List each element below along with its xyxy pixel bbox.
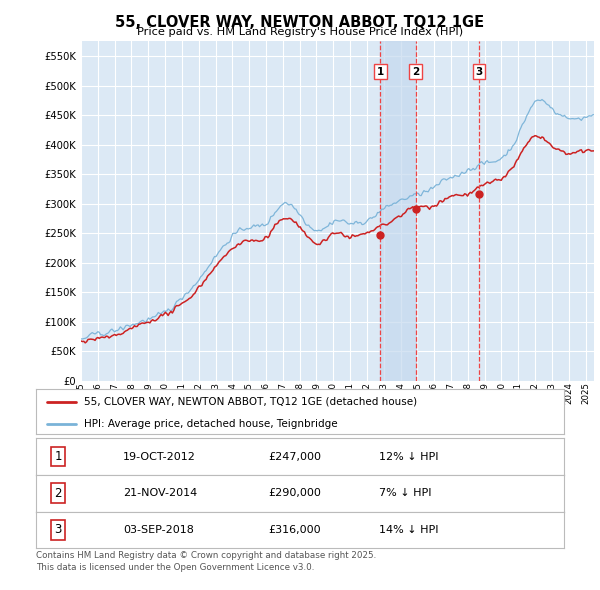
Text: 55, CLOVER WAY, NEWTON ABBOT, TQ12 1GE (detached house): 55, CLOVER WAY, NEWTON ABBOT, TQ12 1GE (… bbox=[83, 397, 416, 407]
Text: 21-NOV-2014: 21-NOV-2014 bbox=[123, 489, 197, 498]
Bar bbox=[380, 41, 416, 381]
Text: 3: 3 bbox=[55, 523, 62, 536]
Text: £247,000: £247,000 bbox=[268, 452, 322, 461]
Text: 1: 1 bbox=[377, 67, 384, 77]
Text: 19-OCT-2012: 19-OCT-2012 bbox=[123, 452, 196, 461]
Text: 3: 3 bbox=[475, 67, 483, 77]
Text: 55, CLOVER WAY, NEWTON ABBOT, TQ12 1GE: 55, CLOVER WAY, NEWTON ABBOT, TQ12 1GE bbox=[115, 15, 485, 30]
Text: Price paid vs. HM Land Registry's House Price Index (HPI): Price paid vs. HM Land Registry's House … bbox=[137, 27, 463, 37]
Text: 03-SEP-2018: 03-SEP-2018 bbox=[123, 525, 194, 535]
Text: 12% ↓ HPI: 12% ↓ HPI bbox=[379, 452, 439, 461]
Text: £316,000: £316,000 bbox=[268, 525, 321, 535]
Text: 2: 2 bbox=[412, 67, 419, 77]
Text: HPI: Average price, detached house, Teignbridge: HPI: Average price, detached house, Teig… bbox=[83, 419, 337, 429]
Text: £290,000: £290,000 bbox=[268, 489, 321, 498]
Text: 1: 1 bbox=[55, 450, 62, 463]
Text: Contains HM Land Registry data © Crown copyright and database right 2025.
This d: Contains HM Land Registry data © Crown c… bbox=[36, 551, 376, 572]
Text: 14% ↓ HPI: 14% ↓ HPI bbox=[379, 525, 439, 535]
Text: 7% ↓ HPI: 7% ↓ HPI bbox=[379, 489, 432, 498]
Text: 2: 2 bbox=[55, 487, 62, 500]
